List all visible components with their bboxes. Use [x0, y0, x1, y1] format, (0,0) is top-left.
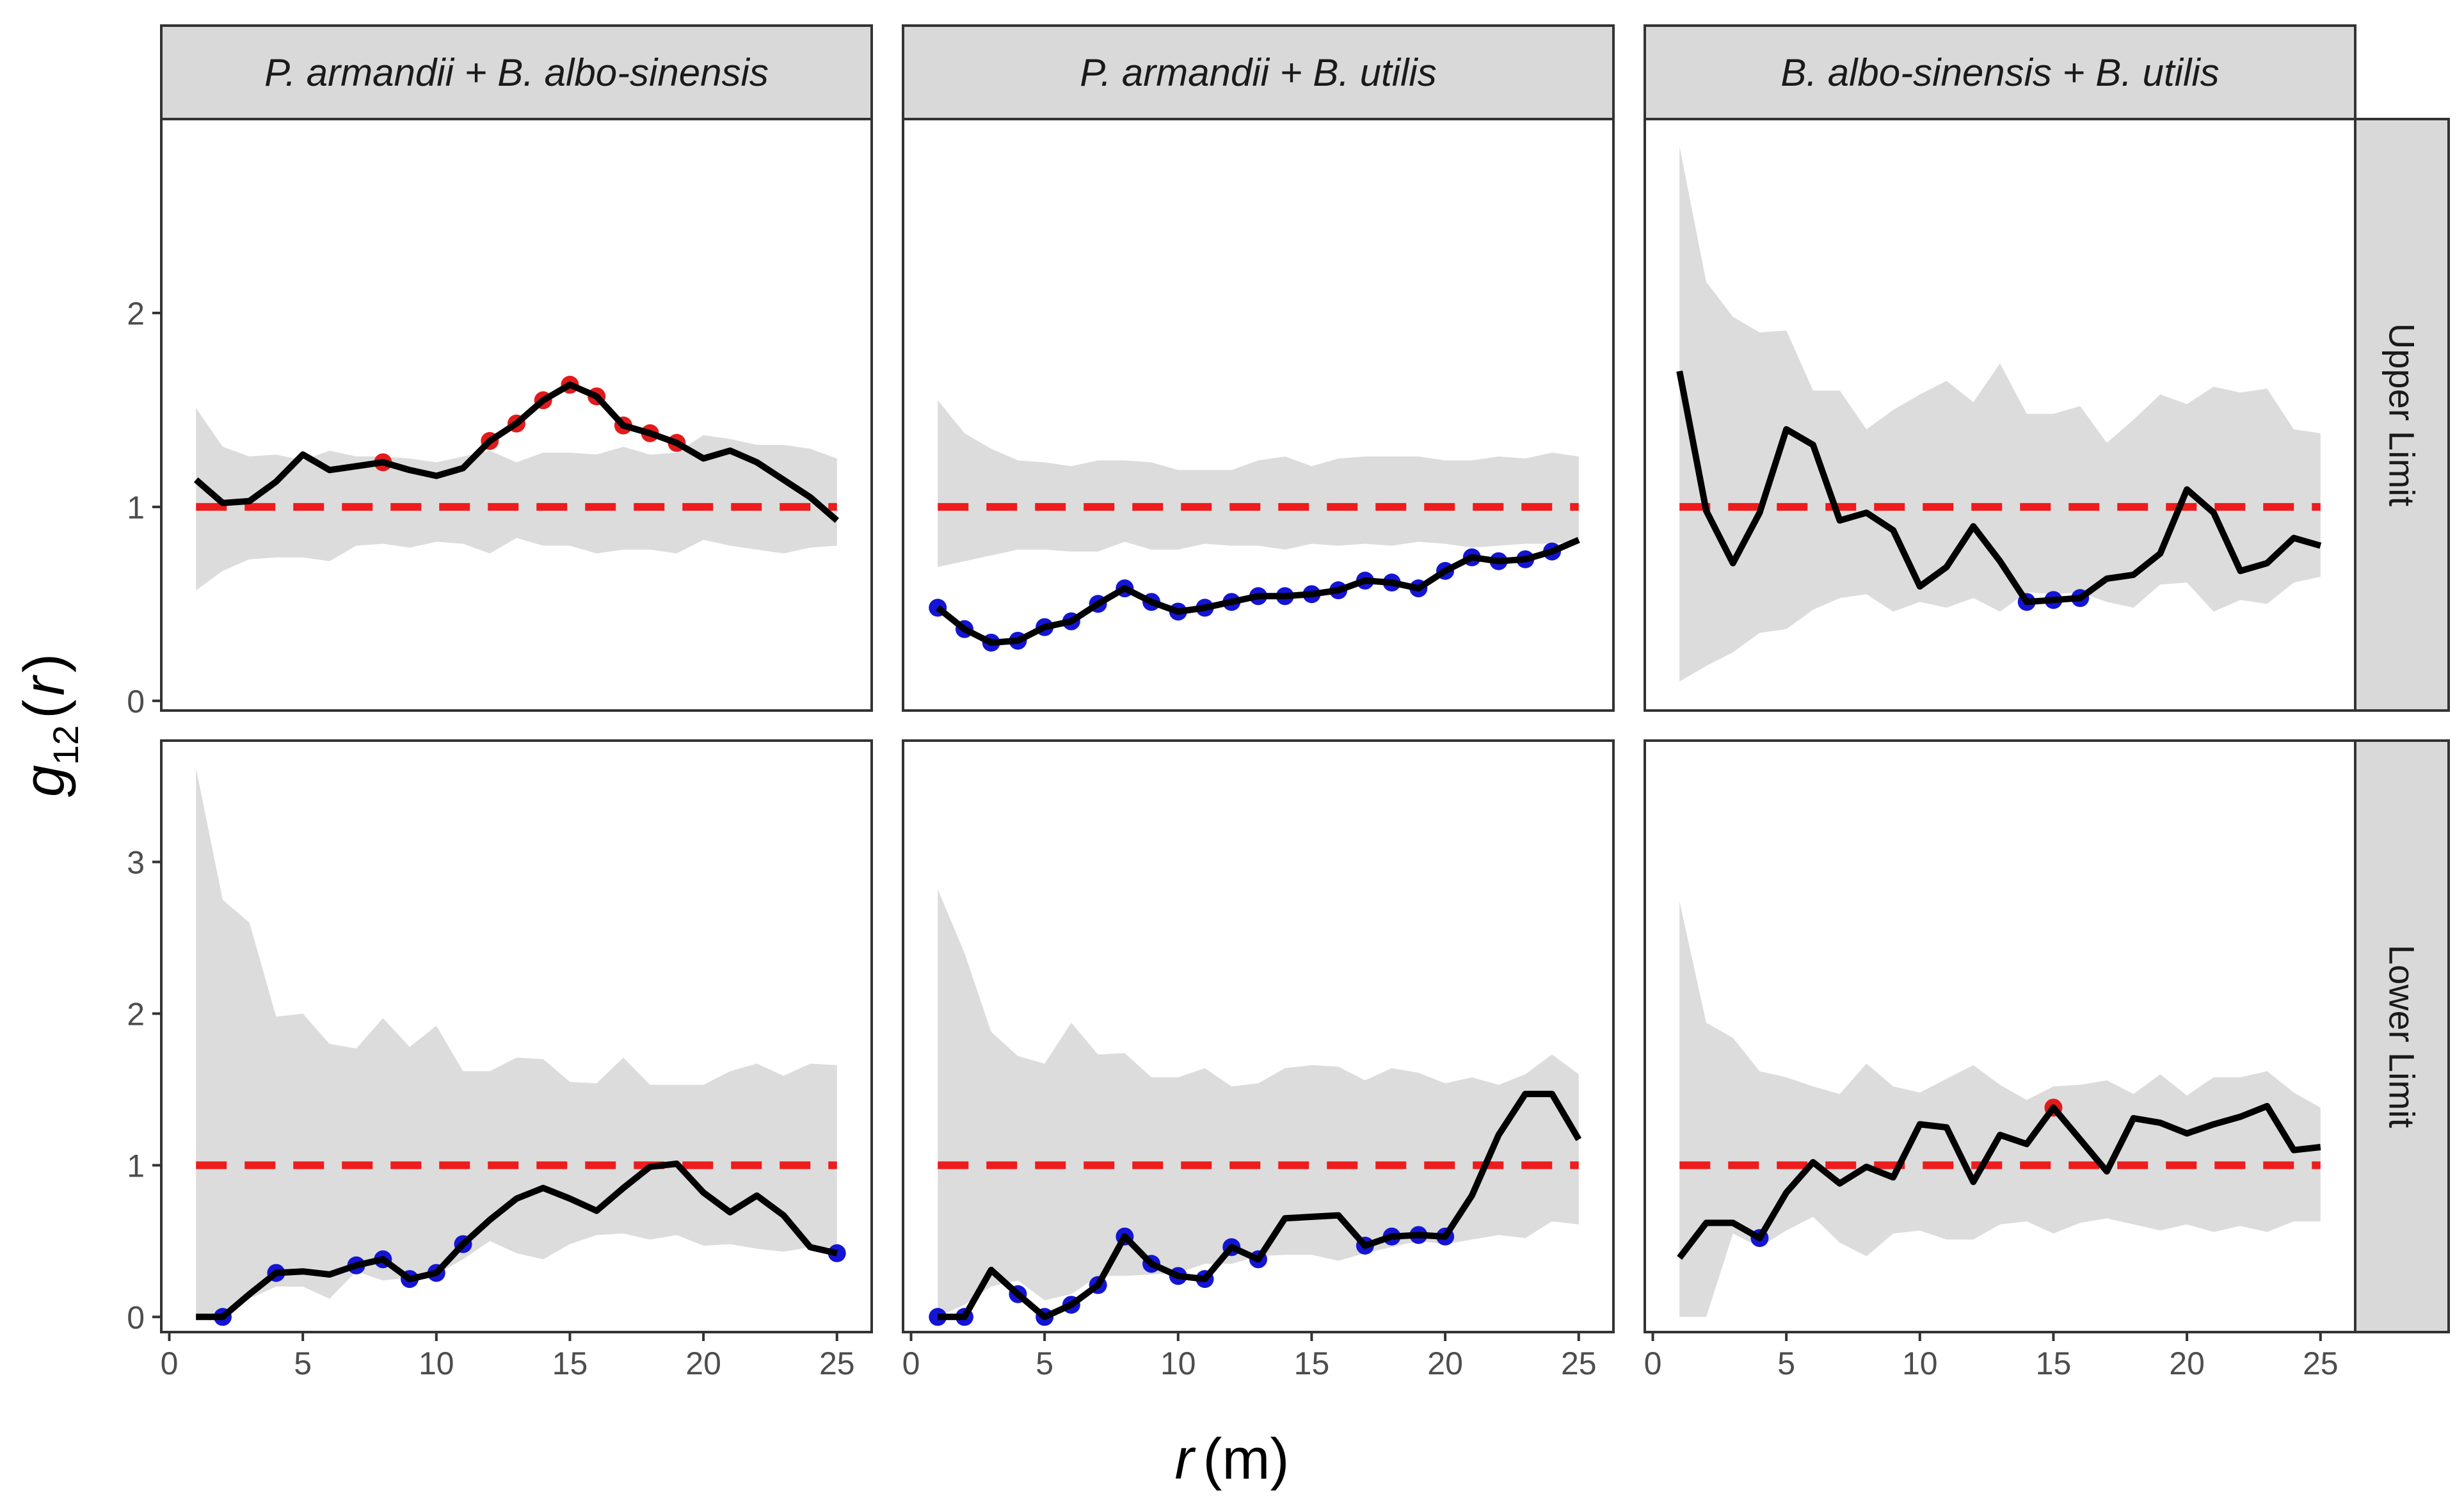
column-strip-1 — [160, 24, 873, 120]
x-tick-label-c1-10: 10 — [419, 1346, 454, 1381]
x-tick-label-c3-0: 0 — [1644, 1346, 1662, 1381]
y-axis-title-subscript: 12 — [45, 725, 86, 765]
x-tick-label-c3-25: 25 — [2303, 1346, 2339, 1381]
panel-r2-c1-envelope — [196, 768, 837, 1317]
y-tick-label-r2-0: 0 — [127, 1299, 145, 1335]
panel-r1-c2-envelope — [938, 400, 1579, 567]
y-axis-title-main: g — [13, 765, 77, 797]
panel-r2-c1-border — [160, 739, 873, 1333]
x-tick-label-c3-10: 10 — [1902, 1346, 1938, 1381]
panel-r1-c2-border — [902, 118, 1615, 712]
row-strip-upper — [2354, 118, 2450, 712]
panel-r2-c2-observed-line — [938, 1091, 1582, 1321]
panel-r1-c1-plot-area — [193, 376, 840, 591]
x-tick-label-c1-15: 15 — [552, 1346, 588, 1381]
panel-r1-c3-plot-area — [1676, 146, 2322, 682]
y-axis-title-var: r — [13, 675, 77, 696]
x-tick-label-c2-15: 15 — [1294, 1346, 1330, 1381]
y-tick-label-r2-3: 3 — [127, 845, 145, 881]
x-tick-label-c1-20: 20 — [685, 1346, 721, 1381]
y-tick-label-r1-0: 0 — [127, 684, 145, 719]
panel-r2-c2-plot-area — [929, 889, 1582, 1326]
panel-r2-c3-background — [1645, 741, 2355, 1332]
x-tick-label-c3-5: 5 — [1777, 1346, 1795, 1381]
column-strip-3-label: B. albo-sinensis + B. utilis — [1780, 51, 2219, 94]
row-strip-lower-label: Lower Limit — [2382, 945, 2422, 1129]
y-tick-label-r2-2: 2 — [127, 996, 145, 1032]
panel-r1-c2 — [902, 118, 1615, 712]
panel-r2-c3-border — [1644, 739, 2356, 1333]
x-axis-title-var: r — [1175, 1427, 1196, 1491]
column-strip-2-label: P. armandii + B. utilis — [1080, 51, 1437, 94]
row-strips: Upper Limit Lower Limit — [2354, 118, 2450, 1333]
panel-r1-c2-observed-line — [936, 536, 1580, 646]
panel-r1-c1 — [160, 118, 873, 712]
panel-r2-c1 — [160, 739, 873, 1333]
panel-r1-c3-border — [1644, 118, 2356, 712]
x-tick-label-c1-5: 5 — [294, 1346, 312, 1381]
x-tick-label-c3-20: 20 — [2169, 1346, 2205, 1381]
column-strip-3 — [1644, 24, 2356, 120]
x-tick-label-c2-25: 25 — [1561, 1346, 1597, 1381]
panel-r1-c2-background — [903, 119, 1613, 711]
x-tick-label-c3-15: 15 — [2036, 1346, 2072, 1381]
y-tick-label-r1-1: 1 — [127, 490, 145, 526]
column-strip-2 — [902, 24, 1615, 120]
row-strip-upper-label: Upper Limit — [2382, 323, 2422, 507]
panel-r2-c3-envelope — [1679, 901, 2321, 1317]
y-axis-title: g12 ( r) — [13, 654, 86, 797]
x-tick-label-c2-20: 20 — [1427, 1346, 1463, 1381]
column-strips: P. armandii + B. albo-sinensis P. armand… — [160, 24, 2356, 120]
x-tick-label-c2-0: 0 — [902, 1346, 920, 1381]
y-tick-label-r2-1: 1 — [127, 1148, 145, 1184]
panel-r1-c1-envelope — [196, 408, 837, 591]
x-tick-label-c1-25: 25 — [819, 1346, 855, 1381]
panel-r2-c3 — [1644, 739, 2356, 1333]
panel-r2-c1-observed-line — [196, 1161, 838, 1321]
column-strip-1-label: P. armandii + B. albo-sinensis — [264, 51, 769, 94]
panel-r1-c1-observed-line — [193, 382, 840, 523]
panel-r2-c3-observed-line — [1677, 1103, 2321, 1260]
x-tick-label-c1-0: 0 — [161, 1346, 179, 1381]
y-axis-title-open-paren: ( — [13, 700, 77, 719]
panel-r2-c2-border — [902, 739, 1615, 1333]
panel-r2-c1-plot-area — [196, 768, 846, 1326]
y-tick-label-r1-2: 2 — [127, 296, 145, 332]
panel-r2-c2-envelope — [938, 889, 1579, 1317]
panel-r2-c3-plot-area — [1677, 901, 2321, 1317]
x-axis-title-unit: (m) — [1203, 1427, 1290, 1491]
y-axis-title-close-paren: ) — [13, 654, 77, 673]
panel-r1-c2-plot-area — [929, 400, 1580, 652]
row-strip-lower — [2354, 739, 2450, 1333]
panel-r1-c3 — [1644, 118, 2356, 712]
panel-r2-c2 — [902, 739, 1615, 1333]
panel-r1-c3-observed-line — [1676, 370, 2322, 606]
panels-layer — [160, 118, 2356, 1333]
x-tick-label-c2-5: 5 — [1036, 1346, 1053, 1381]
x-axis-title: r (m) — [1175, 1427, 1290, 1491]
x-tick-label-c2-10: 10 — [1160, 1346, 1196, 1381]
panel-r1-c1-border — [160, 118, 873, 712]
